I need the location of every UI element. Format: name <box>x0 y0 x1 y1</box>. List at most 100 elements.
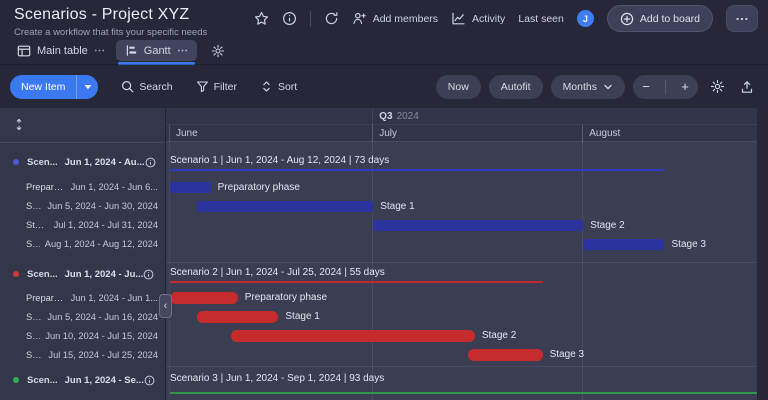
gantt-controls: Now Autofit Months − + <box>436 75 758 99</box>
favorite-star-icon[interactable] <box>254 11 269 26</box>
task-name: Stage 1 <box>26 312 42 322</box>
gantt-bar[interactable] <box>373 220 583 231</box>
sidebar-group-row[interactable]: Scen...Jun 1, 2024 - Se... <box>0 371 165 389</box>
group-dates: Jun 1, 2024 - Se... <box>65 375 144 386</box>
zoom-out-button[interactable]: − <box>633 79 659 94</box>
board-menu-button[interactable] <box>726 5 758 32</box>
add-to-board-label: Add to board <box>640 13 700 25</box>
month-tick <box>169 125 170 142</box>
person-add-icon <box>352 11 367 26</box>
integrations-icon[interactable] <box>324 11 339 26</box>
month-label: June <box>176 128 198 139</box>
add-to-board-button[interactable]: Add to board <box>607 5 713 32</box>
task-name: Stage 1 <box>26 201 42 211</box>
sidebar-group-row[interactable]: Scen...Jun 1, 2024 - Au... <box>0 153 165 171</box>
sidebar-task-row[interactable]: Stage 3Aug 1, 2024 - Aug 12, 2024 <box>0 235 165 253</box>
autofit-button[interactable]: Autofit <box>489 75 543 99</box>
gantt-bar[interactable] <box>231 330 475 342</box>
chevron-up-icon[interactable] <box>163 269 165 280</box>
sidebar-task-row[interactable]: Stage 2Jul 1, 2024 - Jul 31, 2024 <box>0 216 165 234</box>
header-actions: Add members Activity Last seen J Add to … <box>254 5 758 32</box>
task-list-header <box>0 108 165 143</box>
search-button[interactable]: Search <box>121 80 172 93</box>
collapse-panel-handle[interactable]: ‹ <box>159 294 172 318</box>
top-bar: Scenarios - Project XYZ Create a workflo… <box>0 0 768 108</box>
sidebar-group-row[interactable]: Scen... Jun 1, 2024 - Ju... <box>0 265 165 283</box>
scenario-summary-line[interactable] <box>170 169 665 171</box>
last-seen: Last seen <box>518 13 564 25</box>
task-dates: Jun 10, 2024 - Jul 15, 2024 <box>45 331 158 341</box>
zoom-in-button[interactable]: + <box>672 79 698 94</box>
zoom-level-select[interactable]: Months <box>551 75 625 99</box>
gantt-settings-gear-icon[interactable] <box>706 79 728 94</box>
activity-label: Activity <box>472 13 505 25</box>
sidebar-task-row[interactable]: Stage 3Jul 15, 2024 - Jul 25, 2024 <box>0 346 165 364</box>
gantt-bar[interactable] <box>170 182 211 193</box>
group-row-icons <box>143 269 165 280</box>
tab-main-table-menu-icon[interactable] <box>94 45 105 56</box>
zoom-stepper: − + <box>633 75 698 99</box>
sidebar-task-row[interactable]: Stage 1Jun 5, 2024 - Jun 30, 2024 <box>0 197 165 215</box>
task-name: Stage 2 <box>26 220 49 230</box>
zoom-stepper-divider <box>665 80 666 94</box>
sort-button[interactable]: Sort <box>260 80 297 93</box>
gantt-bar-label: Stage 2 <box>482 330 516 342</box>
page-subtitle: Create a workflow that fits your specifi… <box>14 27 207 38</box>
quarter-name: Q3 <box>379 111 392 122</box>
info-icon[interactable] <box>143 269 154 280</box>
export-icon[interactable] <box>736 80 758 94</box>
last-seen-label: Last seen <box>518 13 564 25</box>
scenario-summary-label: Scenario 3 | Jun 1, 2024 - Sep 1, 2024 |… <box>170 373 384 385</box>
views-settings-gear-icon[interactable] <box>205 40 231 61</box>
tab-gantt-menu-icon[interactable] <box>177 45 188 56</box>
chevron-down-icon <box>603 82 613 92</box>
gantt-bar[interactable] <box>197 201 373 212</box>
scenario-summary-line[interactable] <box>170 392 757 394</box>
sidebar-task-row[interactable]: Preparatory ...Jun 1, 2024 - Jun 1... <box>0 289 165 307</box>
info-icon[interactable] <box>145 157 156 168</box>
sidebar-task-row[interactable]: Stage 2Jun 10, 2024 - Jul 15, 2024 <box>0 327 165 345</box>
gantt-body: Scen...Jun 1, 2024 - Au... Preparatory p.… <box>0 108 768 400</box>
scenario-summary-label: Scenario 2 | Jun 1, 2024 - Jul 25, 2024 … <box>170 267 385 279</box>
gantt-bar-label: Preparatory phase <box>218 182 300 194</box>
task-dates: Jun 5, 2024 - Jun 16, 2024 <box>47 312 158 322</box>
tab-gantt[interactable]: Gantt <box>116 40 197 61</box>
activity-button[interactable]: Activity <box>451 11 505 26</box>
tab-main-table[interactable]: Main table <box>8 40 114 61</box>
new-item-button[interactable]: New Item <box>10 75 98 99</box>
sidebar-task-row[interactable]: Preparatory p...Jun 1, 2024 - Jun 6... <box>0 178 165 196</box>
chevron-up-icon[interactable] <box>164 375 165 386</box>
gantt-icon <box>125 44 138 57</box>
now-button[interactable]: Now <box>436 75 481 99</box>
section-separator <box>166 366 757 367</box>
group-row-icons <box>145 157 165 168</box>
quarter-label: Q32024 <box>379 111 419 122</box>
view-tabs: Main table Gantt <box>8 40 231 61</box>
new-item-caret-icon[interactable] <box>77 84 98 90</box>
sidebar-task-row[interactable]: Stage 1 Jun 5, 2024 - Jun 16, 2024 <box>0 308 165 326</box>
info-icon[interactable] <box>144 375 155 386</box>
board-toolbar: New Item Search Filter <box>0 65 768 108</box>
group-dates: Jun 1, 2024 - Ju... <box>65 269 144 280</box>
board-info-icon[interactable] <box>282 11 297 26</box>
month-axis <box>166 125 757 142</box>
gantt-bar[interactable] <box>583 239 664 250</box>
scenario-summary-line[interactable] <box>170 281 543 283</box>
expand-rows-icon[interactable] <box>13 118 25 131</box>
task-list-panel: Scen...Jun 1, 2024 - Au... Preparatory p.… <box>0 108 166 400</box>
filter-button[interactable]: Filter <box>196 80 237 93</box>
task-dates: Aug 1, 2024 - Aug 12, 2024 <box>45 239 158 249</box>
plus-circle-icon <box>620 12 634 26</box>
search-label: Search <box>139 81 172 93</box>
right-gutter <box>757 108 768 400</box>
gantt-bar[interactable] <box>468 349 543 361</box>
gantt-chart: Q32024 JuneJulyAugustScenario 1 | Jun 1,… <box>166 108 757 400</box>
gantt-bar-label: Stage 1 <box>285 311 319 323</box>
gantt-bar[interactable] <box>197 311 278 323</box>
sort-label: Sort <box>278 81 297 93</box>
gantt-bar[interactable] <box>170 292 238 304</box>
task-dates: Jul 15, 2024 - Jul 25, 2024 <box>48 350 158 360</box>
add-members-button[interactable]: Add members <box>352 11 438 26</box>
group-name: Scen... <box>27 269 58 280</box>
avatar[interactable]: J <box>577 10 594 27</box>
